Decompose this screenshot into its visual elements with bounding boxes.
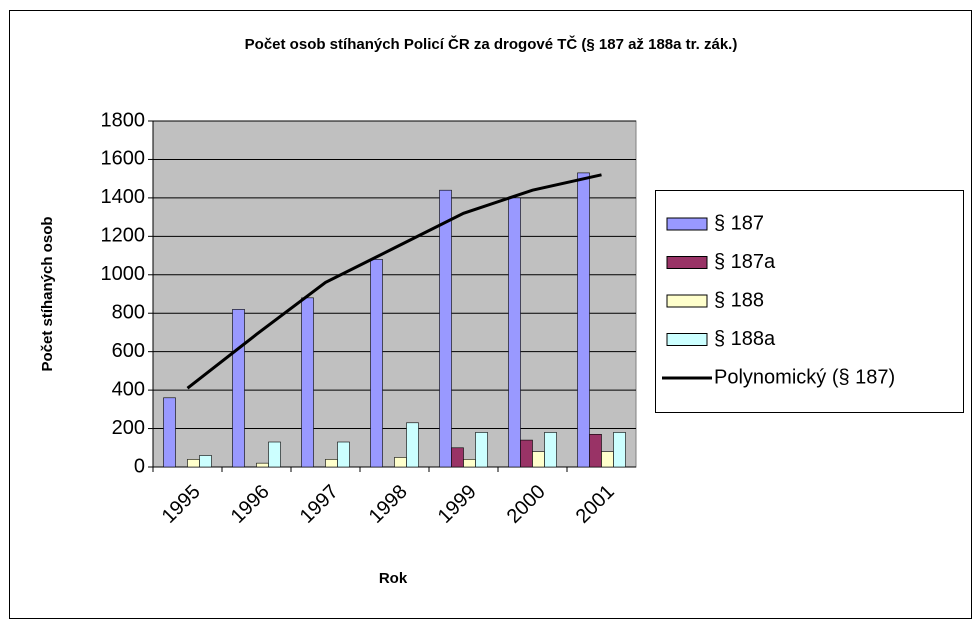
chart-title: Počet osob stíhaných Policí ČR za drogov… [245, 35, 738, 53]
bar [577, 172, 590, 468]
bar [268, 441, 281, 468]
bar [544, 432, 557, 468]
bar [394, 457, 407, 468]
bar [613, 432, 626, 468]
bar [463, 459, 476, 468]
y-tick-label: 400 [112, 378, 145, 400]
plot-area [152, 120, 637, 468]
bar [439, 189, 452, 468]
bar [406, 422, 419, 468]
bar [337, 441, 350, 468]
legend-label: § 187 [714, 212, 764, 234]
y-tick-label: 1200 [101, 225, 146, 247]
y-tick-label: 1400 [101, 186, 146, 208]
legend-swatch [666, 217, 708, 231]
bar [508, 197, 521, 468]
bar [232, 309, 245, 468]
bar [301, 297, 314, 468]
y-tick-label: 200 [112, 417, 145, 439]
bar [199, 455, 212, 468]
y-axis-title: Počet stíhaných osob [39, 216, 56, 371]
y-tick-label: 600 [112, 340, 145, 362]
trendline [186, 173, 602, 390]
y-tick-label: 1600 [101, 148, 146, 170]
bar [163, 397, 176, 468]
y-tick-label: 1800 [101, 109, 146, 131]
bar [589, 434, 602, 468]
legend-swatch [666, 333, 708, 346]
legend-swatch [666, 256, 708, 269]
legend-label: Polynomický (§ 187) [714, 366, 895, 388]
bar [601, 451, 614, 468]
bar [451, 447, 464, 468]
bar [256, 462, 269, 468]
y-tick-label: 800 [112, 302, 145, 324]
legend-label: § 187a [714, 251, 776, 273]
legend-label: § 188 [714, 289, 764, 311]
bar [520, 439, 533, 468]
bar [532, 451, 545, 468]
bar [475, 432, 488, 468]
legend-swatch [666, 294, 708, 308]
y-tick-label: 0 [134, 455, 145, 477]
bar [370, 259, 383, 468]
bar [187, 459, 200, 468]
legend-label: § 188a [714, 328, 776, 350]
x-axis-title: Rok [379, 570, 408, 587]
bar [325, 459, 338, 468]
y-tick-label: 1000 [101, 263, 146, 285]
